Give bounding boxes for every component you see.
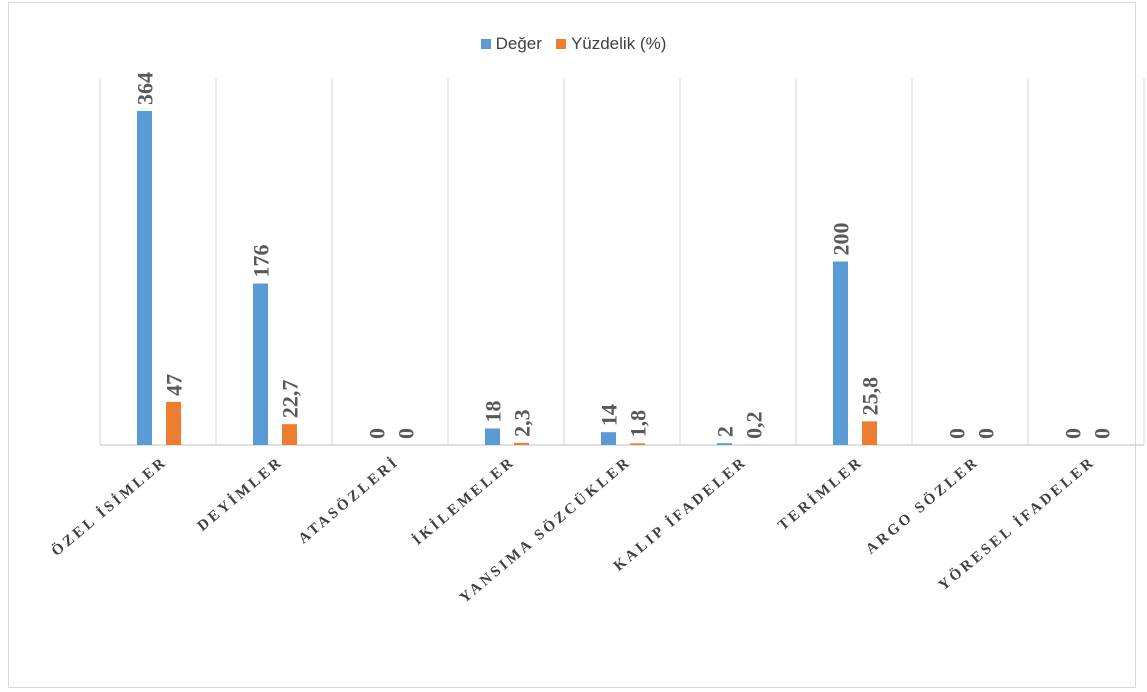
data-label: 0,2 [742, 411, 767, 439]
data-label: 0 [945, 428, 970, 439]
legend: Değer Yüzdelik (%) [0, 34, 1147, 54]
data-label: 200 [829, 223, 854, 256]
data-label: 18 [481, 400, 506, 422]
bar-deger [833, 261, 848, 445]
legend-label-series-2: Yüzdelik (%) [570, 34, 667, 53]
legend-item-series-2: Yüzdelik (%) [555, 34, 667, 54]
data-label: 2 [713, 426, 738, 437]
bar-deger [137, 111, 152, 445]
category-label: İKİLEMELER [409, 453, 518, 549]
category-label: TERİMLER [775, 453, 867, 534]
data-label: 0 [1061, 428, 1086, 439]
data-label: 176 [249, 245, 274, 278]
data-label: 22,7 [278, 380, 303, 419]
bar-yuzdelik [514, 442, 529, 445]
category-label: KALIP İFADELER [610, 453, 750, 575]
category-label: DEYİMLER [194, 453, 287, 534]
bar-yuzdelik [166, 401, 181, 445]
data-label: 364 [133, 72, 158, 105]
bar-deger [485, 428, 500, 445]
bar-yuzdelik [282, 424, 297, 445]
legend-swatch-series-2 [555, 39, 566, 49]
chart-frame [8, 2, 1136, 688]
category-label: ATASÖZLERİ [295, 453, 403, 547]
data-label: 1,8 [626, 410, 651, 438]
category-label: ARGO SÖZLER [862, 453, 982, 558]
data-label: 14 [597, 404, 622, 426]
bar-yuzdelik [862, 421, 877, 445]
bar-deger [601, 432, 616, 445]
bar-yuzdelik [630, 443, 645, 445]
bar-deger [253, 283, 268, 445]
category-label: ÖZEL İSİMLER [48, 453, 170, 560]
data-label: 47 [162, 374, 187, 396]
data-label: 0 [1090, 428, 1115, 439]
bar-deger [717, 443, 732, 445]
data-label: 0 [365, 428, 390, 439]
data-label: 2,3 [510, 409, 535, 437]
legend-swatch-series-1 [480, 39, 491, 49]
data-label: 25,8 [858, 377, 883, 416]
legend-item-series-1: Değer [480, 34, 542, 54]
data-label: 0 [974, 428, 999, 439]
legend-label-series-1: Değer [495, 34, 542, 53]
data-label: 0 [394, 428, 419, 439]
